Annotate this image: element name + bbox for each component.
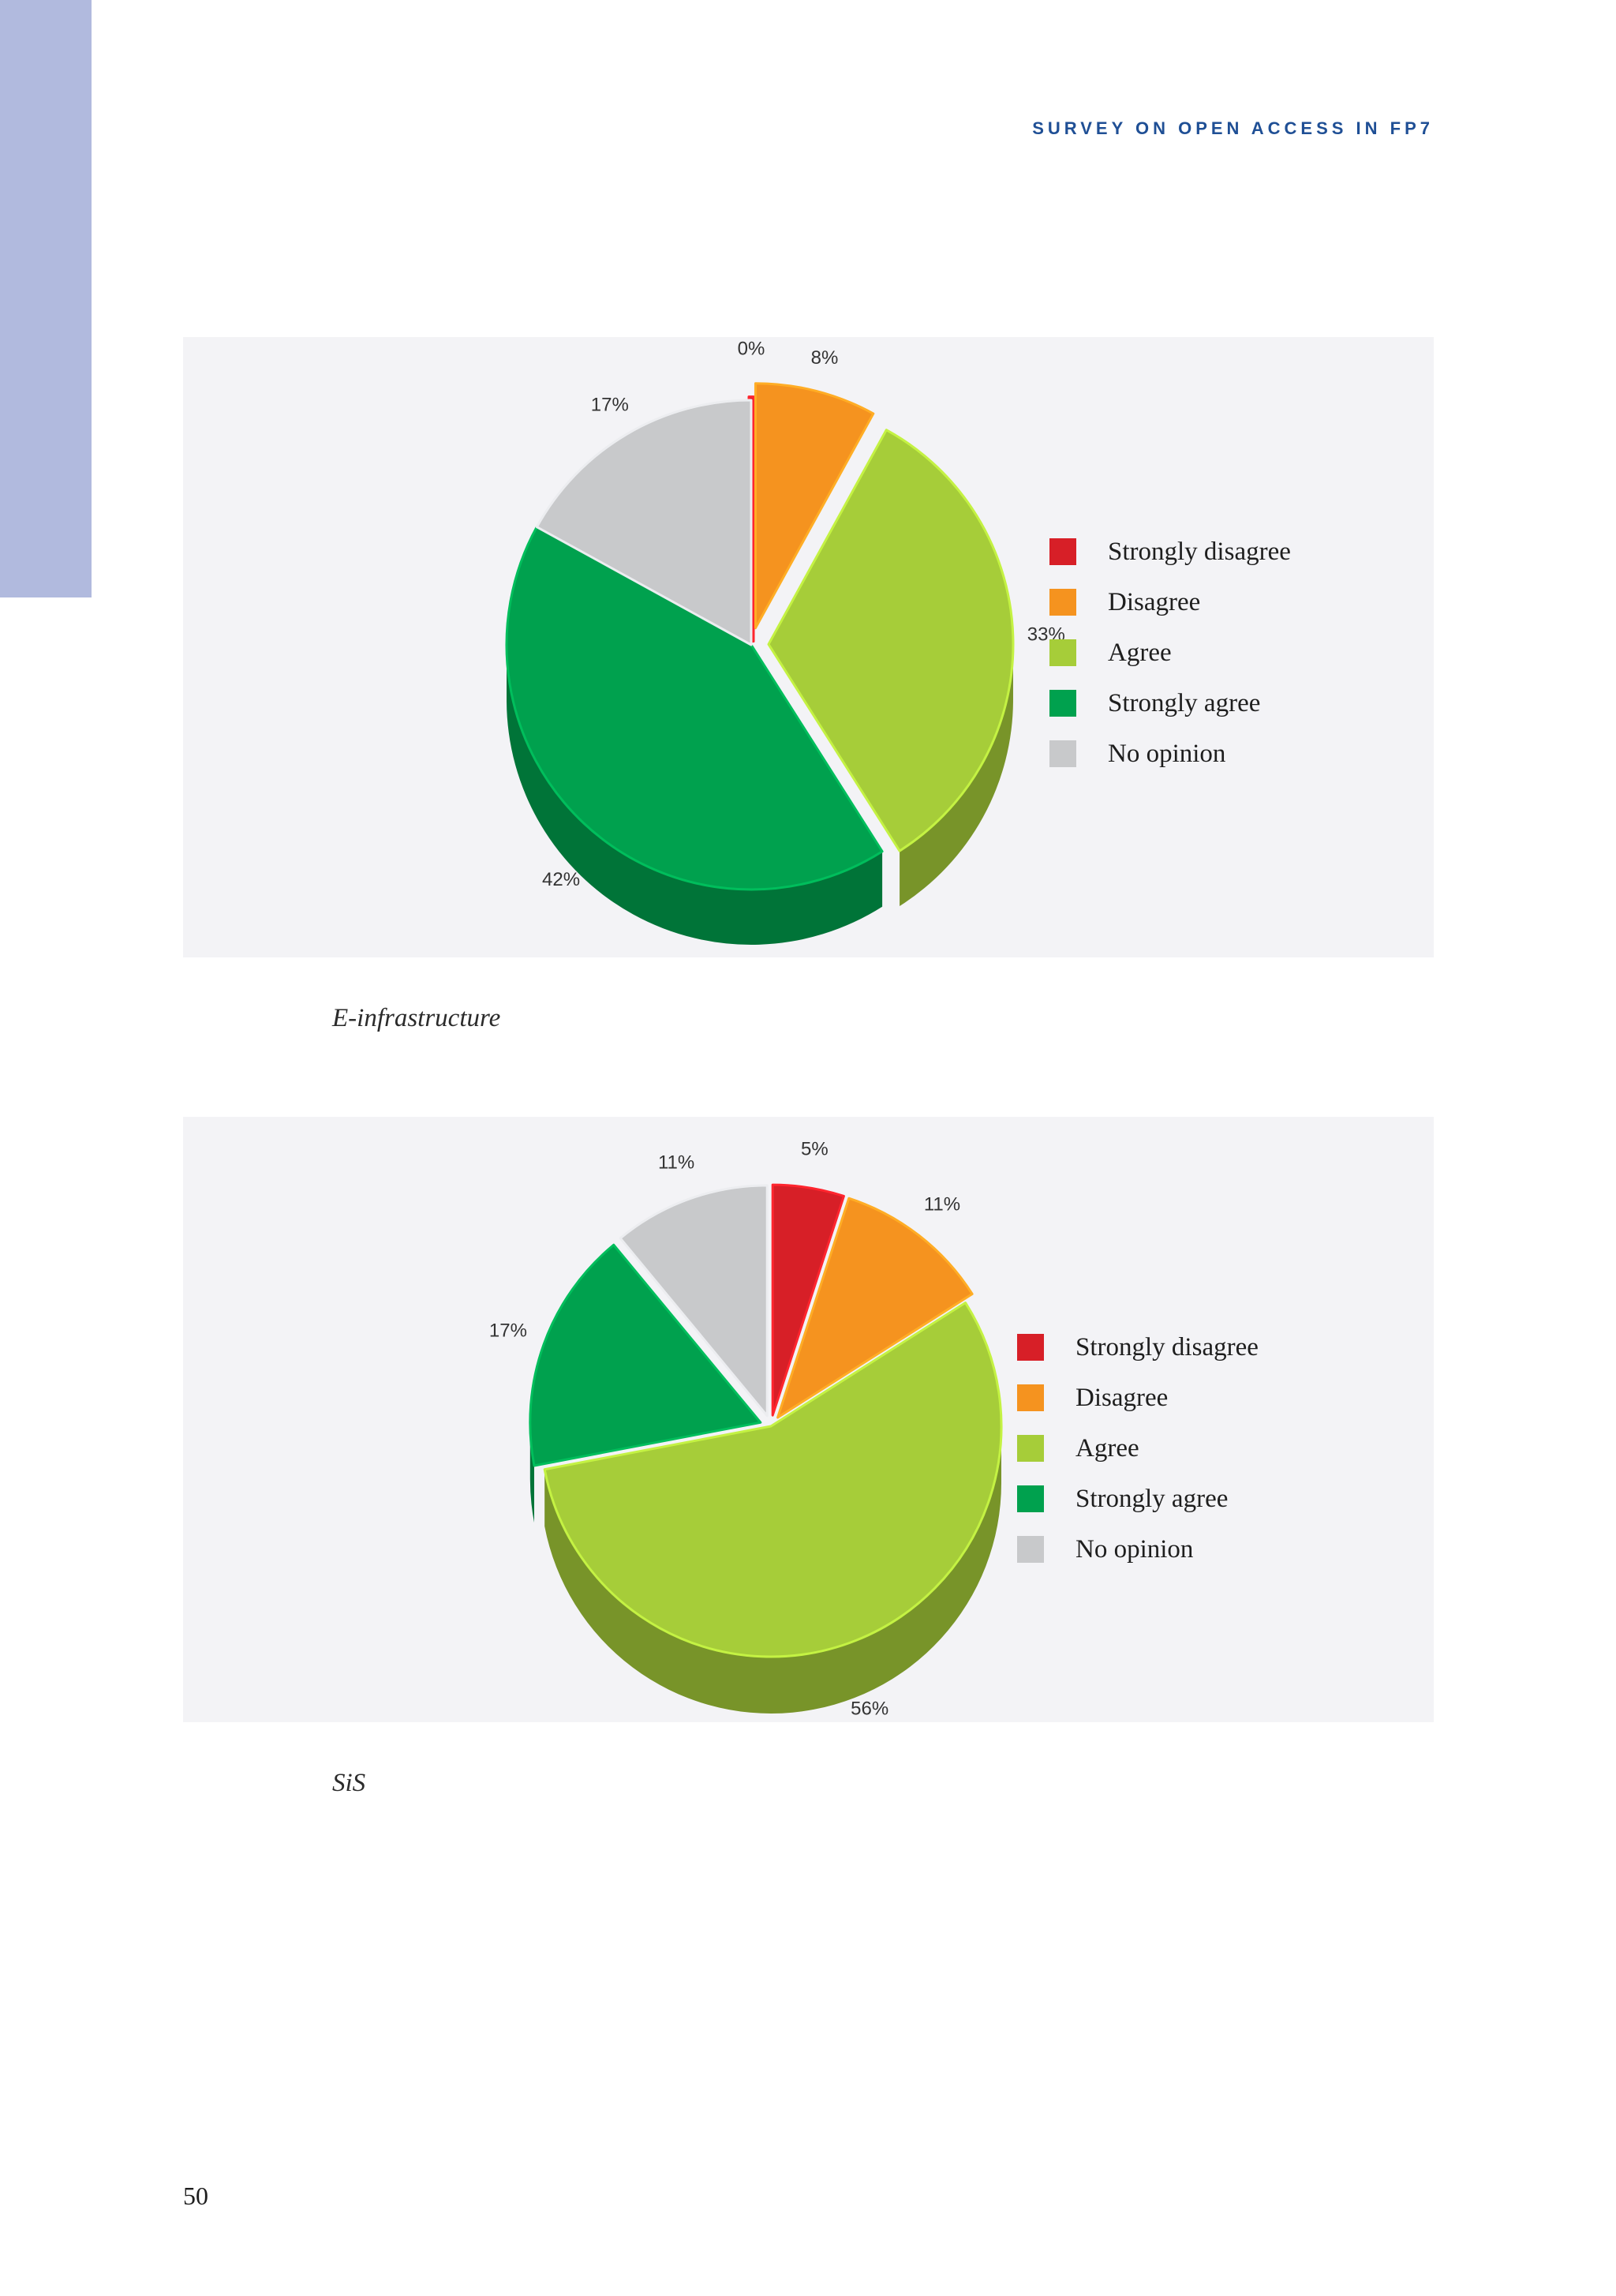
chart-panel-e-infrastructure: 0% 8% 33% 42% 17% Strongly disagree Disagree A… (183, 337, 1434, 957)
side-tab-decoration (0, 0, 92, 597)
legend-item-agree: Agree (1049, 627, 1291, 678)
legend-label: No opinion (1108, 739, 1226, 768)
chart-caption-sis: SiS (332, 1769, 366, 1797)
pie-label-sis-strongly-agree: 17% (489, 1320, 527, 1341)
legend-swatch (1017, 1536, 1044, 1563)
pie-slice-side-e-infrastructure-strongly-agree (507, 645, 883, 945)
legend-label: Strongly disagree (1075, 1332, 1259, 1361)
chart-legend-sis: Strongly disagree Disagree Agree Strongly a… (1017, 1322, 1259, 1575)
pie-label-sis-disagree: 11% (924, 1194, 960, 1215)
legend-item-no-opinion: No opinion (1017, 1524, 1259, 1575)
pie-label-e-infrastructure-no-opinion: 17% (591, 394, 629, 415)
legend-label: Strongly disagree (1108, 537, 1291, 566)
legend-label: Disagree (1075, 1383, 1169, 1412)
legend-label: No opinion (1075, 1534, 1194, 1564)
chart-panel-sis: 5% 11% 56% 17% 11% Strongly disagree Disagree… (183, 1117, 1434, 1722)
pie-label-sis-no-opinion: 11% (658, 1152, 694, 1173)
legend-item-disagree: Disagree (1049, 577, 1291, 627)
chart-legend-e-infrastructure: Strongly disagree Disagree Agree Strongly a… (1049, 526, 1291, 779)
legend-label: Strongly agree (1108, 688, 1261, 717)
pie-label-e-infrastructure-strongly-disagree: 0% (738, 338, 765, 359)
pie-label-sis-agree: 56% (851, 1699, 888, 1720)
legend-item-strongly-agree: Strongly agree (1017, 1474, 1259, 1524)
legend-label: Agree (1075, 1433, 1139, 1463)
pie-slice-e-infrastructure-no-opinion (535, 399, 753, 646)
running-header: SURVEY ON OPEN ACCESS IN FP7 (1032, 118, 1434, 138)
pie-slice-e-infrastructure-disagree (754, 382, 875, 630)
legend-swatch (1017, 1435, 1044, 1462)
pie-slice-side-e-infrastructure-agree (900, 644, 1013, 907)
legend-swatch (1049, 740, 1076, 767)
pie-slice-sis-disagree (776, 1197, 974, 1419)
legend-label: Disagree (1108, 587, 1201, 616)
page-number: 50 (183, 2182, 208, 2210)
legend-item-strongly-agree: Strongly agree (1049, 678, 1291, 729)
legend-swatch (1049, 639, 1076, 666)
pie-label-e-infrastructure-disagree: 8% (811, 347, 839, 369)
legend-swatch (1049, 690, 1076, 717)
legend-swatch (1049, 538, 1076, 565)
legend-swatch (1017, 1334, 1044, 1361)
pie-chart-e-infrastructure: 0% 8%33%42%17% (505, 338, 1065, 945)
pie-chart-sis: 5% 11% 56% 17% 11% (489, 1139, 1003, 1720)
pie-slice-e-infrastructure-agree (767, 429, 1015, 852)
pie-slice-sis-strongly-disagree (771, 1183, 845, 1417)
pie-slice-side-sis-agree (544, 1426, 1001, 1714)
legend-label: Agree (1108, 638, 1172, 667)
legend-item-agree: Agree (1017, 1423, 1259, 1474)
pie-slice-sis-no-opinion (619, 1184, 769, 1418)
legend-swatch (1017, 1384, 1044, 1411)
pie-label-e-infrastructure-strongly-agree: 42% (542, 869, 580, 890)
legend-item-strongly-disagree: Strongly disagree (1017, 1322, 1259, 1373)
legend-item-strongly-disagree: Strongly disagree (1049, 526, 1291, 577)
chart-caption-e-infrastructure: E-infrastructure (332, 1004, 501, 1032)
pie-slice-sis-agree (543, 1302, 1003, 1658)
legend-item-disagree: Disagree (1017, 1373, 1259, 1423)
legend-label: Strongly agree (1075, 1484, 1229, 1513)
legend-swatch (1017, 1485, 1044, 1512)
legend-swatch (1049, 589, 1076, 616)
legend-item-no-opinion: No opinion (1049, 729, 1291, 779)
pie-label-sis-strongly-disagree: 5% (801, 1139, 829, 1160)
pie-slice-e-infrastructure-strongly-agree (505, 526, 884, 891)
pie-slice-sis-strongly-agree (529, 1243, 762, 1467)
